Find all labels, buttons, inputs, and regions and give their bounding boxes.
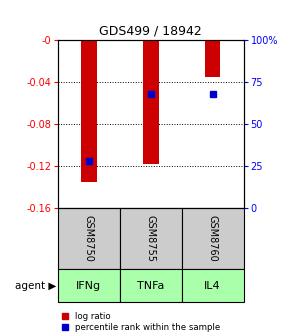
Text: TNFa: TNFa [137,281,164,291]
Bar [205,40,220,77]
Bar [120,269,182,302]
Bar [182,208,244,269]
Bar [58,208,120,269]
Bar [120,208,182,269]
Text: IL4: IL4 [204,281,221,291]
Text: IFNg: IFNg [76,281,102,291]
Bar [81,40,97,182]
Bar [58,269,120,302]
Text: agent ▶: agent ▶ [15,281,56,291]
Bar [143,40,159,164]
Title: GDS499 / 18942: GDS499 / 18942 [99,25,202,38]
Legend: log ratio, percentile rank within the sample: log ratio, percentile rank within the sa… [62,311,220,332]
Text: GSM8755: GSM8755 [146,215,156,262]
Text: GSM8750: GSM8750 [84,215,94,262]
Bar [182,269,244,302]
Text: GSM8760: GSM8760 [208,215,218,262]
